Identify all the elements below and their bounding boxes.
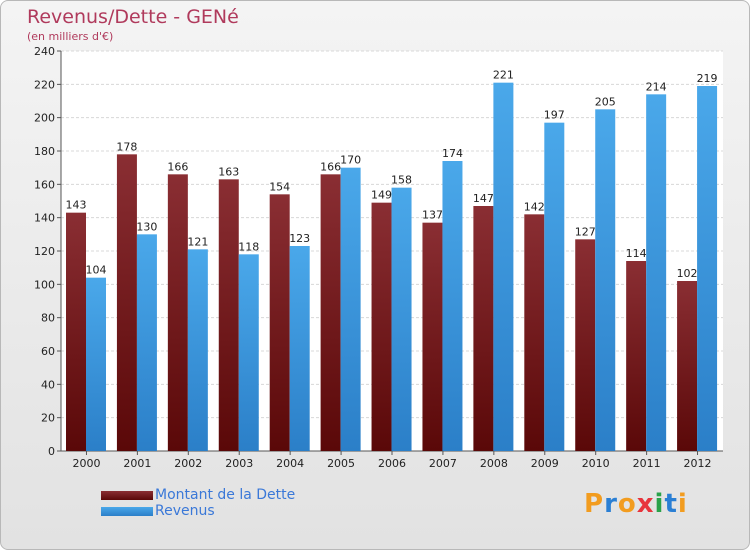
- y-tick-label: 120: [34, 245, 55, 258]
- bar-dette: [473, 206, 494, 451]
- y-tick-label: 0: [48, 445, 55, 458]
- value-label: 121: [187, 235, 208, 248]
- x-tick-label: 2000: [72, 457, 100, 470]
- bar-revenus: [391, 187, 412, 451]
- bar-revenus: [136, 234, 157, 451]
- logo-letter: P: [584, 489, 605, 519]
- y-tick-label: 200: [34, 112, 55, 125]
- value-label: 205: [595, 95, 616, 108]
- value-label: 123: [289, 232, 310, 245]
- bar-dette: [66, 212, 86, 451]
- legend-swatch-revenus: [101, 506, 153, 516]
- y-tick-label: 100: [34, 278, 55, 291]
- chart-title: Revenus/Dette - GENé: [27, 6, 239, 28]
- value-label: 154: [269, 180, 290, 193]
- value-label: 166: [167, 160, 188, 173]
- value-label: 127: [575, 225, 596, 238]
- y-tick-label: 40: [41, 378, 55, 391]
- y-tick-label: 140: [34, 212, 55, 225]
- value-label: 114: [626, 247, 647, 260]
- proxiti-logo: Proxiti: [584, 489, 688, 519]
- bar-dette: [116, 154, 137, 452]
- x-tick-label: 2008: [480, 457, 508, 470]
- logo-letter: i: [677, 489, 688, 519]
- value-label: 197: [544, 109, 565, 122]
- logo-letter: x: [636, 489, 655, 519]
- x-tick-label: 2011: [633, 457, 661, 470]
- x-tick-label: 2002: [174, 457, 202, 470]
- legend: Montant de la Dette Revenus: [101, 487, 295, 519]
- bar-revenus: [697, 86, 718, 451]
- bar-revenus: [187, 249, 208, 451]
- value-label: 163: [218, 165, 239, 178]
- bar-dette: [218, 179, 239, 452]
- bar-dette: [575, 239, 596, 451]
- value-label: 178: [116, 140, 137, 153]
- value-label: 158: [391, 174, 412, 187]
- y-tick-label: 160: [34, 178, 55, 191]
- legend-label-revenus: Revenus: [155, 503, 215, 519]
- value-label: 221: [493, 69, 514, 82]
- y-tick-label: 220: [34, 78, 55, 91]
- bar-dette: [677, 281, 698, 451]
- bar-revenus: [86, 277, 106, 451]
- bar-dette: [269, 194, 290, 452]
- value-label: 147: [473, 192, 494, 205]
- bar-revenus: [646, 94, 667, 451]
- value-label: 104: [86, 264, 107, 277]
- value-label: 142: [524, 200, 545, 213]
- bar-revenus: [442, 161, 463, 451]
- value-label: 214: [646, 80, 667, 93]
- bar-revenus: [238, 254, 259, 451]
- value-label: 219: [697, 72, 718, 85]
- x-tick-label: 2010: [582, 457, 610, 470]
- value-label: 143: [66, 199, 87, 212]
- x-tick-label: 2001: [123, 457, 151, 470]
- x-tick-label: 2003: [225, 457, 253, 470]
- x-tick-label: 2007: [429, 457, 457, 470]
- x-tick-label: 2006: [378, 457, 406, 470]
- logo-letter: r: [604, 489, 618, 519]
- value-label: 118: [238, 240, 259, 253]
- y-tick-label: 60: [41, 345, 55, 358]
- y-tick-label: 180: [34, 145, 55, 158]
- bar-revenus: [340, 167, 361, 451]
- logo-letter: i: [654, 489, 665, 519]
- value-label: 170: [340, 154, 361, 167]
- x-tick-label: 2009: [531, 457, 559, 470]
- bar-revenus: [544, 122, 565, 452]
- bar-dette: [422, 222, 443, 451]
- y-tick-label: 240: [34, 45, 55, 58]
- bar-dette: [320, 174, 341, 452]
- legend-item-revenus: Revenus: [101, 503, 295, 519]
- bar-dette: [371, 202, 392, 451]
- bar-dette: [626, 261, 647, 451]
- y-tick-label: 20: [41, 412, 55, 425]
- bar-revenus: [493, 82, 514, 452]
- legend-item-dette: Montant de la Dette: [101, 487, 295, 503]
- chart-subtitle: (en milliers d'€): [27, 30, 114, 43]
- value-label: 130: [136, 220, 157, 233]
- x-tick-label: 2005: [327, 457, 355, 470]
- value-label: 149: [371, 189, 392, 202]
- logo-letter: o: [617, 489, 637, 519]
- value-label: 102: [677, 267, 698, 280]
- bar-dette: [524, 214, 545, 451]
- logo-letter: t: [664, 489, 678, 519]
- bar-revenus: [289, 246, 310, 451]
- x-tick-label: 2012: [684, 457, 712, 470]
- value-label: 166: [320, 160, 341, 173]
- y-tick-label: 80: [41, 312, 55, 325]
- x-tick-label: 2004: [276, 457, 304, 470]
- bar-revenus: [595, 109, 616, 451]
- legend-label-dette: Montant de la Dette: [155, 487, 296, 503]
- bar-dette: [167, 174, 188, 452]
- value-label: 137: [422, 209, 443, 222]
- value-label: 174: [442, 147, 463, 160]
- legend-swatch-dette: [101, 490, 153, 500]
